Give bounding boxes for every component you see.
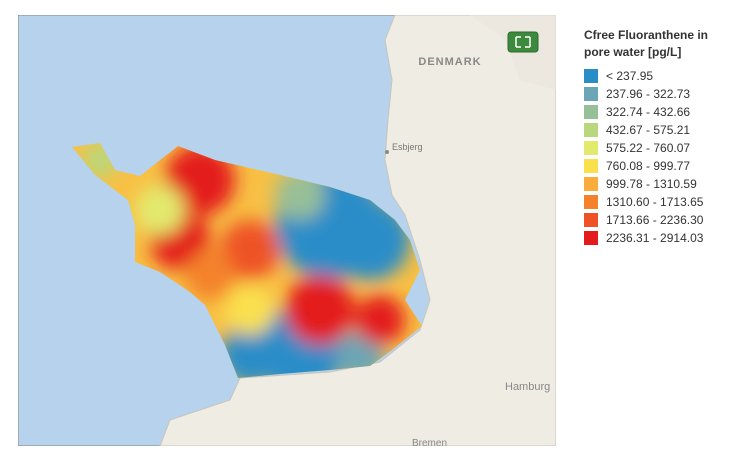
legend-item: 432.67 - 575.21 (584, 121, 734, 139)
legend-item: 237.96 - 322.73 (584, 85, 734, 103)
legend-swatch (584, 195, 598, 209)
legend-swatch (584, 87, 598, 101)
legend-swatch (584, 177, 598, 191)
legend-label: 1310.60 - 1713.65 (606, 195, 704, 209)
legend-items: < 237.95 237.96 - 322.73 322.74 - 432.66 43… (584, 67, 734, 247)
legend-item: 760.08 - 999.77 (584, 157, 734, 175)
legend-swatch (584, 105, 598, 119)
fullscreen-icon (515, 36, 531, 48)
legend-label: 999.78 - 1310.59 (606, 177, 697, 191)
legend-swatch (584, 159, 598, 173)
legend: Cfree Fluoranthene in pore water [pg/L] … (584, 27, 734, 247)
legend-label: 237.96 - 322.73 (606, 87, 691, 101)
legend-swatch (584, 213, 598, 227)
legend-swatch (584, 141, 598, 155)
legend-item: 2236.31 - 2914.03 (584, 229, 734, 247)
legend-label: 760.08 - 999.77 (606, 159, 691, 173)
map: DENMARK Esbjerg Hamburg Bremen (18, 15, 556, 446)
legend-swatch (584, 123, 598, 137)
map-label: Bremen (412, 438, 447, 446)
map-label: Esbjerg (392, 142, 423, 152)
legend-title: Cfree Fluoranthene in pore water [pg/L] (584, 28, 709, 59)
map-label: DENMARK (418, 56, 481, 68)
legend-label: 2236.31 - 2914.03 (606, 231, 704, 245)
map-label: Hamburg (505, 381, 550, 393)
legend-item: < 237.95 (584, 67, 734, 85)
legend-label: < 237.95 (606, 69, 654, 83)
legend-item: 999.78 - 1310.59 (584, 175, 734, 193)
legend-label: 1713.66 - 2236.30 (606, 213, 704, 227)
fullscreen-button[interactable] (507, 31, 539, 53)
legend-item: 1310.60 - 1713.65 (584, 193, 734, 211)
legend-label: 432.67 - 575.21 (606, 123, 691, 137)
legend-item: 322.74 - 432.66 (584, 103, 734, 121)
legend-swatch (584, 69, 598, 83)
legend-swatch (584, 231, 598, 245)
legend-item: 575.22 - 760.07 (584, 139, 734, 157)
legend-label: 322.74 - 432.66 (606, 105, 691, 119)
legend-item: 1713.66 - 2236.30 (584, 211, 734, 229)
legend-label: 575.22 - 760.07 (606, 141, 691, 155)
